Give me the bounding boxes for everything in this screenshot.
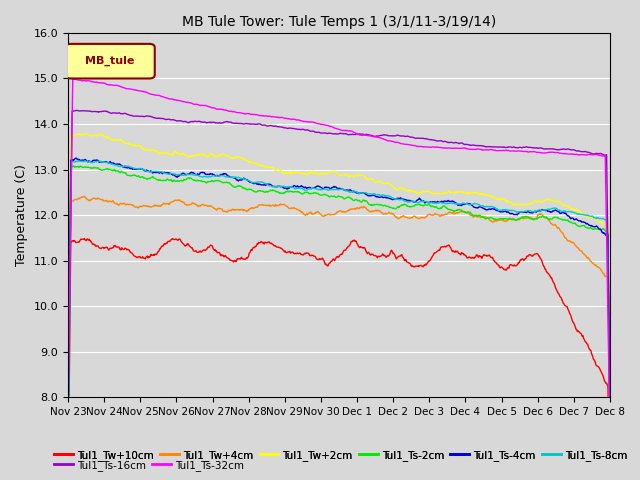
Tul1_Ts-2cm [70, 163, 77, 168]
Tul1_Ts-4cm [72, 155, 80, 161]
Tul1_Ts-8cm [476, 203, 484, 208]
Tul1_Ts-32cm [606, 436, 614, 442]
Legend: Tul1_Tw+10cm, Tul1_Tw+4cm, Tul1_Tw+2cm, Tul1_Ts-2cm, Tul1_Ts-4cm, Tul1_Ts-8cm: Tul1_Tw+10cm, Tul1_Tw+4cm, Tul1_Tw+2cm, … [50, 446, 632, 465]
Tul1_Tw+10cm [98, 245, 106, 251]
Line: Tul1_Tw+10cm: Tul1_Tw+10cm [68, 239, 610, 480]
Tul1_Tw+2cm [532, 198, 540, 204]
Tul1_Tw+10cm [394, 254, 401, 260]
Tul1_Ts-2cm [394, 204, 401, 210]
FancyBboxPatch shape [65, 44, 155, 79]
Tul1_Ts-8cm [380, 192, 387, 198]
Text: MB_tule: MB_tule [85, 56, 134, 67]
Tul1_Tw+4cm [98, 197, 106, 203]
Tul1_Ts-2cm [64, 462, 72, 468]
Tul1_Tw+2cm [82, 131, 90, 136]
Tul1_Tw+2cm [476, 192, 484, 197]
Tul1_Tw+10cm [476, 253, 484, 259]
Tul1_Tw+4cm [476, 214, 484, 220]
Tul1_Ts-4cm [476, 204, 484, 210]
Tul1_Ts-16cm [73, 108, 81, 113]
Tul1_Ts-16cm [532, 145, 540, 151]
Tul1_Ts-4cm [394, 195, 401, 201]
Tul1_Ts-2cm [532, 216, 540, 222]
Tul1_Ts-8cm [394, 196, 401, 202]
Tul1_Ts-8cm [64, 458, 72, 464]
Tul1_Ts-32cm [98, 80, 106, 85]
Tul1_Tw+2cm [98, 132, 106, 138]
Tul1_Tw+2cm [64, 446, 72, 452]
Line: Tul1_Tw+2cm: Tul1_Tw+2cm [68, 133, 610, 449]
Tul1_Tw+10cm [410, 264, 418, 270]
Tul1_Ts-32cm [410, 143, 418, 148]
Tul1_Ts-2cm [410, 204, 418, 209]
Tul1_Ts-8cm [606, 434, 614, 440]
Tul1_Ts-4cm [64, 457, 72, 463]
Line: Tul1_Ts-16cm: Tul1_Ts-16cm [68, 110, 610, 436]
Tul1_Ts-32cm [532, 149, 540, 155]
Tul1_Ts-32cm [476, 146, 484, 152]
Tul1_Ts-16cm [394, 132, 401, 138]
Tul1_Ts-16cm [380, 132, 387, 138]
Tul1_Ts-2cm [606, 429, 614, 435]
Tul1_Ts-2cm [476, 213, 484, 218]
Tul1_Tw+10cm [380, 252, 387, 258]
Tul1_Ts-4cm [98, 159, 106, 165]
Tul1_Tw+10cm [532, 251, 540, 257]
Tul1_Ts-4cm [380, 195, 387, 201]
Tul1_Ts-4cm [410, 199, 418, 205]
Line: Tul1_Ts-8cm: Tul1_Ts-8cm [68, 161, 610, 461]
Line: Tul1_Ts-32cm: Tul1_Ts-32cm [68, 79, 610, 439]
Legend: Tul1_Ts-16cm, Tul1_Ts-32cm: Tul1_Ts-16cm, Tul1_Ts-32cm [50, 456, 248, 475]
Line: Tul1_Ts-2cm: Tul1_Ts-2cm [68, 166, 610, 465]
Tul1_Tw+4cm [80, 193, 88, 199]
Tul1_Tw+10cm [81, 236, 88, 241]
Tul1_Tw+4cm [532, 216, 540, 222]
Tul1_Ts-8cm [532, 208, 540, 214]
Tul1_Tw+2cm [410, 189, 418, 195]
Line: Tul1_Ts-4cm: Tul1_Ts-4cm [68, 158, 610, 460]
Tul1_Ts-16cm [606, 405, 614, 411]
Tul1_Ts-32cm [64, 395, 72, 400]
Tul1_Ts-8cm [75, 158, 83, 164]
Tul1_Tw+4cm [394, 216, 401, 221]
Tul1_Ts-8cm [98, 159, 106, 165]
Tul1_Ts-32cm [69, 76, 77, 82]
Y-axis label: Temperature (C): Temperature (C) [15, 164, 28, 266]
Tul1_Ts-8cm [410, 199, 418, 204]
Tul1_Ts-32cm [380, 136, 387, 142]
Tul1_Tw+4cm [410, 213, 418, 219]
Tul1_Ts-16cm [410, 135, 418, 141]
Tul1_Ts-2cm [98, 168, 106, 173]
Tul1_Tw+2cm [606, 424, 614, 430]
Tul1_Ts-32cm [394, 140, 401, 145]
Tul1_Tw+4cm [64, 479, 72, 480]
Tul1_Ts-2cm [380, 203, 387, 208]
Tul1_Ts-16cm [98, 108, 106, 114]
Tul1_Tw+2cm [380, 180, 387, 186]
Tul1_Ts-16cm [476, 143, 484, 149]
Tul1_Tw+4cm [606, 456, 614, 461]
Tul1_Ts-4cm [606, 429, 614, 435]
Tul1_Tw+2cm [394, 187, 401, 192]
Tul1_Tw+4cm [380, 211, 387, 217]
Line: Tul1_Tw+4cm: Tul1_Tw+4cm [68, 196, 610, 480]
Tul1_Ts-16cm [64, 433, 72, 439]
Tul1_Ts-4cm [532, 208, 540, 214]
Title: MB Tule Tower: Tule Temps 1 (3/1/11-3/19/14): MB Tule Tower: Tule Temps 1 (3/1/11-3/19… [182, 15, 496, 29]
